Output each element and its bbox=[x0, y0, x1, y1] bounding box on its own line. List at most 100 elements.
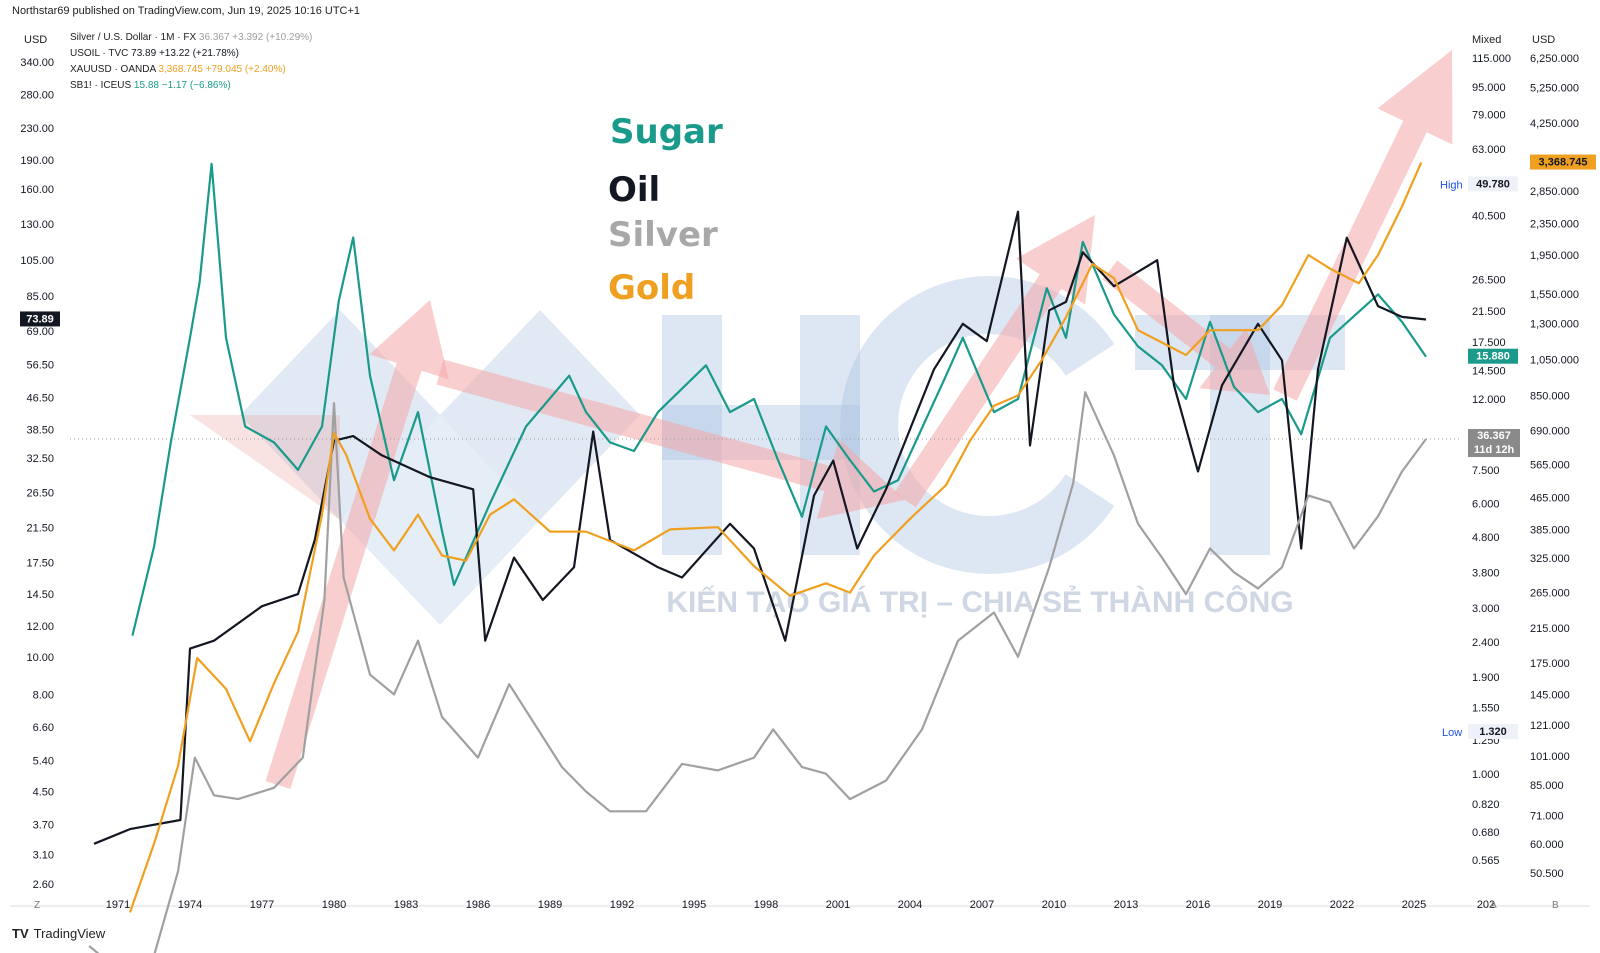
right-tick: 265.000 bbox=[1530, 588, 1570, 600]
watermark-tagline: KIẾN TẠO GIÁ TRỊ – CHIA SẺ THÀNH CÔNG bbox=[666, 585, 1293, 619]
legend-sugar-change: −1.17 (−6.86%) bbox=[161, 80, 231, 91]
mid-tick: 0.565 bbox=[1472, 855, 1500, 867]
left-tick: 5.40 bbox=[33, 756, 54, 768]
left-tick: 130.00 bbox=[20, 219, 54, 231]
legend-row-oil[interactable]: USOIL · TVC 73.89 +13.22 (+21.78%) bbox=[70, 46, 312, 62]
left-tick: 2.60 bbox=[33, 879, 54, 891]
trend-arrow bbox=[1273, 50, 1453, 401]
left-tick: 56.50 bbox=[26, 360, 54, 372]
mid-tick: 2.400 bbox=[1472, 637, 1500, 649]
series-gold bbox=[128, 162, 1423, 913]
left-tick: 340.00 bbox=[20, 57, 54, 69]
price-badges: 73.89 3,368.745 High 49.780 36.367 11d 12h 15.… bbox=[20, 154, 1596, 739]
right-tick: 121.000 bbox=[1530, 720, 1570, 732]
left-tick: 105.00 bbox=[20, 255, 54, 267]
right-tick: 71.000 bbox=[1530, 810, 1564, 822]
legend: Silver / U.S. Dollar · 1M · FX 36.367 +3… bbox=[70, 30, 312, 94]
legend-row-gold[interactable]: XAUUSD · OANDA 3,368.745 +79.045 (+2.40%… bbox=[70, 62, 312, 78]
left-tick: 6.60 bbox=[33, 722, 54, 734]
legend-sugar-value: 15.88 bbox=[133, 80, 159, 91]
right-tick: 2,850.000 bbox=[1530, 186, 1579, 198]
legend-oil-name: USOIL · TVC bbox=[70, 48, 129, 59]
x-tick: 1995 bbox=[682, 899, 706, 911]
mid-tick: 1.550 bbox=[1472, 703, 1500, 715]
low-value-badge: 1.320 bbox=[1479, 726, 1507, 738]
mid-tick: 40.500 bbox=[1472, 210, 1506, 222]
mid-tick: 4.800 bbox=[1472, 532, 1500, 544]
mid-tick: 14.500 bbox=[1472, 365, 1506, 377]
legend-gold-name: XAUUSD · OANDA bbox=[70, 64, 156, 75]
silver-last-badge-bg bbox=[1468, 429, 1520, 444]
left-tick: 26.50 bbox=[26, 487, 54, 499]
low-label: Low bbox=[1442, 727, 1462, 739]
left-tick: 17.50 bbox=[26, 557, 54, 569]
sugar-last-badge: 15.880 bbox=[1476, 351, 1510, 363]
tradingview-icon: TV bbox=[12, 926, 29, 941]
mid-tick: 1.900 bbox=[1472, 672, 1500, 684]
x-tick: 2016 bbox=[1186, 899, 1210, 911]
x-tick: 1989 bbox=[538, 899, 562, 911]
x-tick: 2004 bbox=[898, 899, 922, 911]
silver-last-badge: 36.367 bbox=[1477, 430, 1511, 442]
legend-silver-value: 36.367 bbox=[198, 32, 230, 43]
mid-tick: 21.500 bbox=[1472, 306, 1506, 318]
legend-row-sugar[interactable]: SB1! · ICEUS 15.88 −1.17 (−6.86%) bbox=[70, 78, 312, 94]
legend-row-silver[interactable]: Silver / U.S. Dollar · 1M · FX 36.367 +3… bbox=[70, 30, 312, 46]
label-gold: Gold bbox=[608, 268, 696, 308]
left-tick: 21.50 bbox=[26, 523, 54, 535]
mid-tick: 17.500 bbox=[1472, 337, 1506, 349]
right-tick: 101.000 bbox=[1530, 751, 1570, 763]
mid-tick: 7.500 bbox=[1472, 465, 1500, 477]
series-silver bbox=[88, 391, 1427, 953]
legend-oil-change: +13.22 (+21.78%) bbox=[158, 48, 240, 59]
hct-watermark: KIẾN TẠO GIÁ TRỊ – CHIA SẺ THÀNH CÔNG bbox=[190, 276, 1345, 625]
tradingview-logo[interactable]: TV TradingView bbox=[12, 926, 105, 941]
oil-last-badge: 73.89 bbox=[26, 313, 54, 325]
mid-tick: 3.000 bbox=[1472, 603, 1500, 615]
mid-tick: 6.000 bbox=[1472, 499, 1500, 511]
x-tick: 1971 bbox=[106, 899, 130, 911]
x-tick: 2022 bbox=[1330, 899, 1354, 911]
right-tick: 215.000 bbox=[1530, 623, 1570, 635]
left-tick: 230.00 bbox=[20, 123, 54, 135]
mid-tick: 0.820 bbox=[1472, 799, 1500, 811]
mid-axis: 115.000 95.000 79.000 63.000 40.500 26.500 21.… bbox=[1472, 53, 1511, 867]
x-tick: 1977 bbox=[250, 899, 274, 911]
gold-last-badge: 3,368.745 bbox=[1539, 157, 1588, 169]
x-tick: 1974 bbox=[178, 899, 202, 911]
low-value-badge-bg bbox=[1468, 723, 1518, 739]
x-tick: 1980 bbox=[322, 899, 346, 911]
left-axis-unit: USD bbox=[24, 34, 48, 46]
right-tick: 2,350.000 bbox=[1530, 218, 1579, 230]
silver-countdown-badge: 11d 12h bbox=[1474, 444, 1515, 456]
label-sugar: Sugar bbox=[610, 112, 723, 152]
left-tick: 190.00 bbox=[20, 155, 54, 167]
right-tick: 850.000 bbox=[1530, 390, 1570, 402]
bottom-left-mark: Z bbox=[34, 900, 41, 911]
mid-axis-unit: Mixed bbox=[1472, 34, 1502, 46]
left-tick: 85.00 bbox=[26, 291, 54, 303]
right-tick: 1,950.000 bbox=[1530, 250, 1579, 262]
left-tick: 69.00 bbox=[26, 326, 54, 338]
letter-c bbox=[840, 276, 1115, 574]
right-tick: 6,250.000 bbox=[1530, 53, 1579, 65]
mid-tick: 95.000 bbox=[1472, 82, 1506, 94]
logo-diamond-right bbox=[440, 310, 640, 520]
right-tick: 1,550.000 bbox=[1530, 289, 1579, 301]
mid-tick: 3.800 bbox=[1472, 567, 1500, 579]
price-grid bbox=[10, 438, 1590, 907]
trend-arrow bbox=[265, 300, 449, 789]
left-tick: 3.70 bbox=[33, 819, 54, 831]
left-tick: 14.50 bbox=[26, 589, 54, 601]
high-value-badge-bg bbox=[1468, 176, 1518, 192]
x-tick: 2019 bbox=[1258, 899, 1282, 911]
silver-countdown-badge-bg bbox=[1468, 443, 1520, 458]
right-tick: 175.000 bbox=[1530, 658, 1570, 670]
legend-silver-change: +3.392 (+10.29%) bbox=[232, 32, 313, 43]
right-tick: 60.000 bbox=[1530, 839, 1564, 851]
right-tick: 465.000 bbox=[1530, 492, 1570, 504]
series-lines bbox=[88, 162, 1427, 953]
left-tick: 46.50 bbox=[26, 393, 54, 405]
right-tick: 325.000 bbox=[1530, 553, 1570, 565]
